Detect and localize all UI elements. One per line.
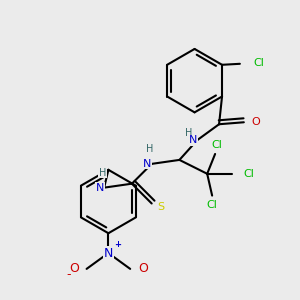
- Text: Cl: Cl: [244, 169, 255, 179]
- Text: N: N: [143, 159, 152, 169]
- Text: Cl: Cl: [207, 200, 218, 211]
- Text: N: N: [104, 247, 113, 260]
- Text: H: H: [146, 144, 154, 154]
- Text: O: O: [252, 117, 260, 127]
- Text: H: H: [99, 168, 106, 178]
- Text: Cl: Cl: [254, 58, 265, 68]
- Text: N: N: [189, 135, 197, 145]
- Text: N: N: [96, 183, 104, 193]
- Text: Cl: Cl: [212, 140, 223, 150]
- Text: +: +: [114, 240, 121, 249]
- Text: O: O: [138, 262, 148, 275]
- Text: H: H: [185, 128, 192, 138]
- Text: -: -: [67, 268, 71, 281]
- Text: O: O: [69, 262, 79, 275]
- Text: S: S: [158, 202, 165, 212]
